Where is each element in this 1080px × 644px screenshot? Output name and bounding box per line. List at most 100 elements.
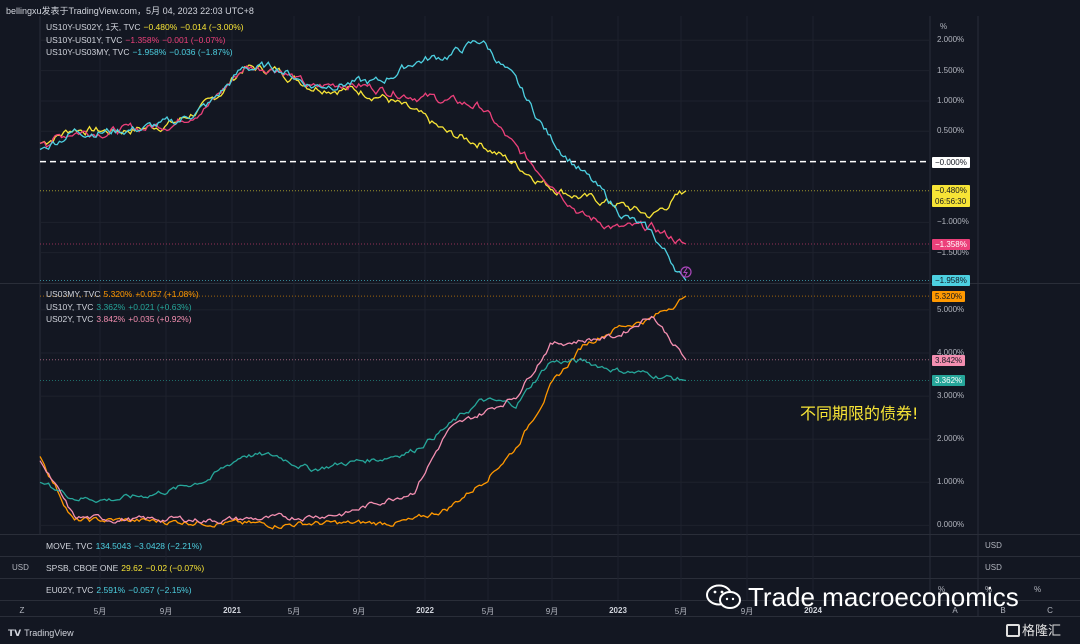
- y-tick-label: 0.000%: [937, 520, 965, 530]
- x-tick-label: 2021: [223, 606, 241, 615]
- legend-value: −0.480%: [143, 22, 178, 32]
- pane-unit-percent: %: [938, 585, 946, 594]
- price-label-pink: −1.358%: [932, 239, 970, 251]
- legend-row[interactable]: US10Y-US03MY, TVC −1.958% −0.036 (−1.87%): [46, 46, 247, 59]
- pane1-legend: US10Y-US02Y, 1天, TVC −0.480% −0.014 (−3.00…: [46, 21, 247, 59]
- legend-value: −1.358%: [125, 34, 160, 45]
- brand-logo-icon: [1006, 624, 1020, 637]
- pane2-series-0: [39, 295, 687, 530]
- zero-price-label: −0.000%: [932, 156, 970, 168]
- legend-change: +0.057 (+1.08%): [135, 289, 199, 299]
- watermark-text: Trade macroeconomics: [748, 582, 1019, 612]
- price-label-yellow: −0.480% 06:56:30: [932, 184, 970, 207]
- x-tick-label: 5月: [287, 607, 301, 616]
- legend-value: 5.320%: [103, 289, 133, 299]
- pane-unit-percent: %: [1034, 585, 1042, 594]
- x-tick-label: 2024: [804, 606, 822, 615]
- x-tick-label: 5月: [481, 607, 495, 616]
- legend-row[interactable]: US10Y, TVC 3.362% +0.021 (+0.63%): [46, 301, 202, 314]
- x-axis-zoom-button[interactable]: Z: [19, 606, 25, 615]
- legend-change: +0.035 (+0.92%): [128, 314, 192, 324]
- legend-series-name: US02Y, TVC: [46, 314, 94, 324]
- pane2-series-2: [39, 315, 687, 525]
- scale-button-c[interactable]: C: [1047, 606, 1053, 615]
- indicator-name: SPSB, CBOE ONE: [46, 563, 119, 573]
- legend-series-name: US10Y, TVC: [46, 301, 94, 312]
- price-label-pink2: 3.842%: [932, 354, 966, 366]
- scale-button-b[interactable]: B: [1000, 606, 1006, 615]
- legend-change: +0.021 (+0.63%): [128, 301, 192, 312]
- y-tick-label: 0.500%: [937, 126, 965, 136]
- legend-series-name: US03MY, TVC: [46, 289, 101, 299]
- pane2-legend: US03MY, TVC 5.320% +0.057 (+1.08%) US10Y, T…: [46, 288, 202, 326]
- brand-name: 格隆汇: [1022, 624, 1062, 639]
- annotation-text: 不同期限的债券!: [800, 404, 919, 423]
- scale-button-a[interactable]: A: [952, 606, 958, 615]
- indicator-unit: %: [985, 585, 993, 594]
- y-tick-label: 4.000%: [937, 347, 965, 357]
- x-tick-label: 2022: [416, 606, 434, 615]
- indicator-change: −3.0428 (−2.21%): [134, 541, 203, 551]
- y-tick-label: 2.000%: [937, 434, 965, 444]
- legend-row[interactable]: US02Y, TVC 3.842% +0.035 (+0.92%): [46, 313, 202, 326]
- event-marker-icon: [680, 266, 692, 278]
- legend-value: 3.842%: [96, 314, 126, 324]
- legend-change: −0.001 (−0.07%): [162, 34, 226, 45]
- pane1-unit: %: [940, 22, 948, 31]
- legend-value: 3.362%: [96, 301, 126, 312]
- x-tick-label: 5月: [93, 607, 107, 616]
- legend-change: −0.014 (−3.00%): [180, 22, 244, 32]
- indicator-name: MOVE, TVC: [46, 541, 93, 551]
- indicator-row[interactable]: SPSB, CBOE ONE 29.62 −0.02 (−0.07%): [46, 562, 204, 575]
- y-tick-label: 3.000%: [937, 391, 965, 401]
- indicator-row[interactable]: EU02Y, TVC 2.591% −0.057 (−2.15%): [46, 584, 192, 597]
- y-tick-label: 2.000%: [937, 35, 965, 45]
- indicator-value: 2.591%: [96, 585, 126, 595]
- indicator-value: 134.5043: [95, 541, 132, 551]
- indicator-row[interactable]: MOVE, TVC 134.5043 −3.0428 (−2.21%): [46, 540, 202, 553]
- legend-series-name: US10Y-US01Y, TVC: [46, 34, 123, 45]
- bar-countdown: 06:56:30: [935, 196, 967, 206]
- tv-logo-icon: 𝗧𝗩: [8, 628, 22, 638]
- x-tick-label: 9月: [352, 607, 366, 616]
- left-unit: USD: [12, 563, 29, 572]
- price-label-value: −0.480%: [935, 185, 967, 195]
- y-tick-label: 1.500%: [937, 65, 965, 75]
- pane1-series-2: [39, 39, 687, 281]
- y-tick-label: −1.500%: [937, 247, 969, 257]
- indicator-change: −0.02 (−0.07%): [145, 563, 205, 573]
- tv-logo-text: TradingView: [24, 628, 74, 638]
- x-tick-label: 9月: [740, 607, 754, 616]
- legend-series-name: US10Y-US02Y, 1天, TVC: [46, 22, 141, 32]
- price-label-orange: 5.320%: [932, 291, 966, 303]
- pane1-series-1: [39, 65, 687, 245]
- wechat-icon: [706, 584, 741, 609]
- legend-value: −1.958%: [132, 47, 167, 57]
- legend-series-name: US10Y-US03MY, TVC: [46, 47, 130, 57]
- indicator-name: EU02Y, TVC: [46, 585, 94, 595]
- price-label-green: 3.362%: [932, 375, 966, 387]
- pane2-series-1: [39, 357, 687, 504]
- y-tick-label: 5.000%: [937, 304, 965, 314]
- x-tick-label: 2023: [609, 606, 627, 615]
- indicator-unit: USD: [985, 563, 1002, 572]
- x-tick-label: 9月: [545, 607, 559, 616]
- brand-watermark: 格隆汇: [1006, 620, 1061, 639]
- indicator-unit: USD: [985, 541, 1002, 550]
- legend-row[interactable]: US10Y-US02Y, 1天, TVC −0.480% −0.014 (−3.00…: [46, 21, 247, 34]
- y-tick-label: 1.000%: [937, 95, 965, 105]
- header-credit: bellingxu发表于TradingView.com，5月 04, 2023 …: [6, 6, 254, 16]
- legend-row[interactable]: US03MY, TVC 5.320% +0.057 (+1.08%): [46, 288, 202, 301]
- legend-row[interactable]: US10Y-US01Y, TVC −1.358% −0.001 (−0.07%): [46, 34, 247, 47]
- y-tick-label: 1.000%: [937, 477, 965, 487]
- indicator-change: −0.057 (−2.15%): [128, 585, 192, 595]
- indicator-value: 29.62: [121, 563, 143, 573]
- lightning-icon: [683, 267, 688, 277]
- legend-change: −0.036 (−1.87%): [169, 47, 233, 57]
- tradingview-logo[interactable]: 𝗧𝗩 TradingView: [8, 628, 74, 639]
- price-label-cyan: −1.958%: [932, 275, 970, 287]
- x-tick-label: 9月: [159, 607, 173, 616]
- y-tick-label: −1.000%: [937, 217, 969, 227]
